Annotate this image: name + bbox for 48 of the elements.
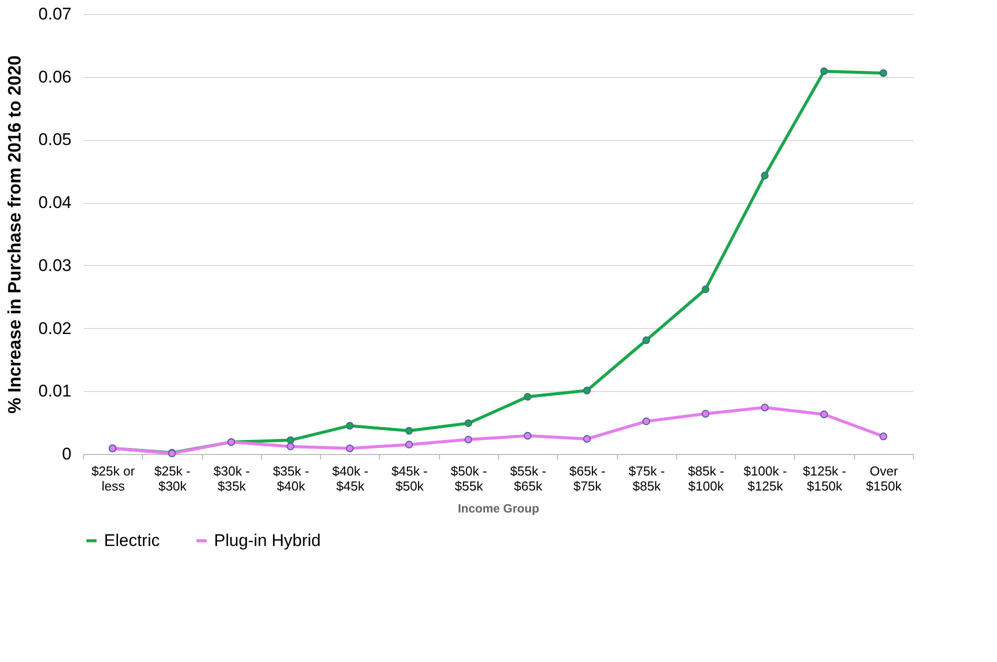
x-tick-label: Over $150k — [866, 464, 902, 494]
point — [346, 444, 354, 452]
point — [702, 285, 710, 294]
x-tick-label: $125k - $150k — [802, 464, 846, 494]
point — [880, 69, 888, 77]
y-tick-label: 0.04 — [38, 193, 72, 212]
point — [346, 422, 354, 430]
x-tick-label: $85k - $100k — [688, 464, 724, 494]
point — [642, 336, 650, 344]
x-tick-label: $35k - $40k — [272, 464, 310, 494]
point — [286, 442, 294, 450]
x-tick-label: $40k - $45k — [332, 464, 368, 494]
x-tick-label: $75k - $85k — [628, 464, 665, 494]
point — [524, 392, 532, 401]
point — [464, 419, 472, 428]
y-tick-label: 0 — [62, 444, 72, 464]
point — [820, 67, 828, 76]
x-tick-label: $25k - $30k — [154, 464, 190, 494]
point — [760, 172, 769, 180]
x-axis-title: Income Group — [458, 502, 540, 516]
point — [760, 404, 769, 412]
y-tick-label: 0.03 — [38, 256, 72, 275]
x-tick-label: $65k - $75k — [569, 464, 606, 494]
y-tick-label: 0.07 — [38, 4, 72, 24]
point — [880, 432, 888, 440]
x-tick-label: $100k - $125k — [744, 464, 787, 494]
y-tick-label: 0.02 — [38, 318, 72, 338]
legend-label: Electric — [104, 530, 160, 550]
point — [524, 432, 532, 440]
y-axis-title: % Increase in Purchase from 2016 to 2020 — [4, 55, 24, 414]
legend-label: Plug-in Hybrid — [214, 530, 321, 550]
y-tick-label: 0.01 — [38, 382, 72, 401]
x-tick-label: $55k - $65k — [510, 464, 546, 494]
point — [286, 436, 294, 444]
x-tick-label: $25k or less — [91, 464, 136, 494]
point — [583, 386, 591, 394]
y-tick-label: 0.06 — [38, 67, 72, 86]
point — [405, 426, 413, 435]
point — [583, 435, 591, 443]
point — [820, 410, 828, 418]
point — [405, 440, 413, 448]
x-tick-label: $45k - $50k — [392, 464, 428, 494]
point — [464, 436, 472, 444]
x-tick-label: $30k - $35k — [214, 464, 250, 494]
y-tick-label: 0.05 — [38, 130, 72, 150]
x-tick-label: $50k - $55k — [450, 464, 487, 494]
point — [702, 410, 710, 418]
point — [642, 417, 650, 426]
